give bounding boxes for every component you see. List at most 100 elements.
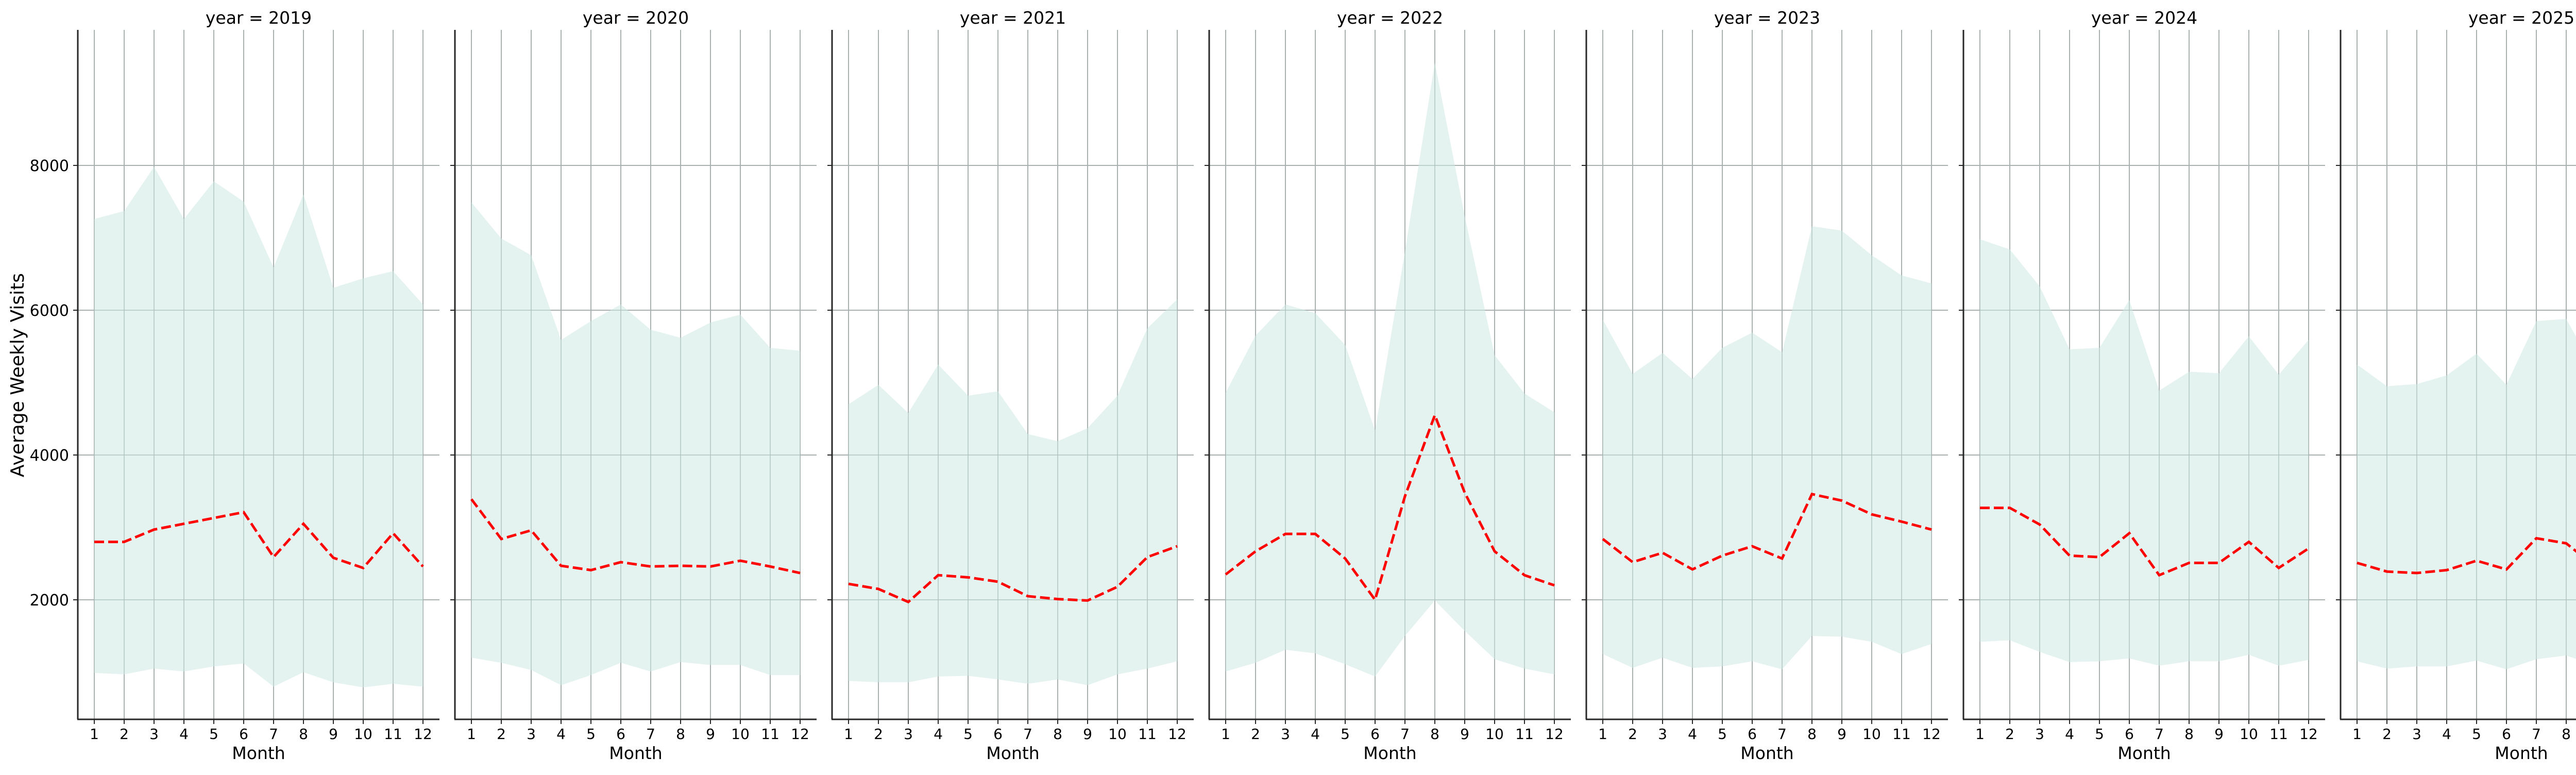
x-tick-label: 6 [616, 726, 625, 743]
x-tick-label: 11 [384, 726, 402, 743]
x-axis-label: Month [986, 743, 1039, 763]
x-tick-label: 7 [2155, 726, 2164, 743]
x-tick-label: 11 [1515, 726, 1534, 743]
x-tick-label: 12 [414, 726, 432, 743]
x-tick-label: 4 [2065, 726, 2074, 743]
x-tick-label: 10 [1485, 726, 1504, 743]
x-tick-label: 9 [329, 726, 338, 743]
x-tick-label: 3 [2412, 726, 2421, 743]
percentile-band [2357, 318, 2576, 669]
y-tick-label: 8000 [30, 157, 69, 175]
x-tick-label: 7 [1400, 726, 1410, 743]
x-tick-label: 7 [1023, 726, 1032, 743]
x-tick-label: 1 [90, 726, 99, 743]
x-tick-label: 2 [1628, 726, 1637, 743]
x-tick-label: 5 [963, 726, 973, 743]
x-tick-label: 6 [993, 726, 1003, 743]
x-tick-label: 11 [1138, 726, 1157, 743]
y-tick-label: 6000 [30, 302, 69, 320]
x-tick-label: 2 [120, 726, 129, 743]
x-tick-label: 6 [2502, 726, 2511, 743]
x-tick-label: 4 [1311, 726, 1320, 743]
x-axis-label: Month [1740, 743, 1793, 763]
x-tick-label: 7 [269, 726, 278, 743]
x-tick-label: 6 [2125, 726, 2134, 743]
x-tick-label: 1 [467, 726, 476, 743]
x-tick-label: 10 [2240, 726, 2258, 743]
x-tick-label: 3 [1281, 726, 1290, 743]
x-axis-label: Month [232, 743, 285, 763]
median-line [2357, 536, 2576, 575]
x-tick-label: 4 [556, 726, 566, 743]
x-tick-label: 2 [497, 726, 506, 743]
x-tick-label: 4 [179, 726, 189, 743]
panel-title: year = 2022 [1337, 8, 1443, 28]
x-tick-label: 2 [1251, 726, 1260, 743]
median-line [848, 545, 1178, 604]
x-tick-label: 5 [2095, 726, 2104, 743]
percentile-band [849, 299, 1177, 685]
x-tick-label: 7 [2532, 726, 2541, 743]
x-tick-label: 1 [1598, 726, 1607, 743]
x-tick-label: 4 [1688, 726, 1697, 743]
median-line [1602, 493, 1932, 571]
x-tick-label: 9 [2214, 726, 2224, 743]
percentile-band [1226, 62, 1554, 677]
x-tick-label: 2 [2382, 726, 2392, 743]
median-line [94, 511, 424, 570]
x-axis-label: Month [609, 743, 662, 763]
panel-title: year = 2024 [2091, 8, 2197, 28]
x-tick-label: 6 [1370, 726, 1380, 743]
x-tick-label: 3 [2035, 726, 2044, 743]
median-line [470, 498, 801, 575]
x-tick-label: 3 [527, 726, 536, 743]
x-tick-label: 3 [149, 726, 159, 743]
median-line [1980, 507, 2310, 577]
median-line [1225, 411, 1555, 603]
percentile-band [94, 166, 423, 688]
x-tick-label: 11 [1892, 726, 1911, 743]
x-tick-label: 1 [2352, 726, 2362, 743]
panel-title: year = 2020 [583, 8, 689, 28]
x-tick-label: 12 [1922, 726, 1941, 743]
x-tick-label: 5 [586, 726, 596, 743]
x-tick-label: 8 [1053, 726, 1062, 743]
x-tick-label: 11 [761, 726, 779, 743]
x-tick-label: 5 [209, 726, 218, 743]
x-tick-label: 6 [239, 726, 248, 743]
x-tick-label: 9 [1837, 726, 1846, 743]
x-tick-label: 4 [934, 726, 943, 743]
x-tick-label: 12 [1168, 726, 1187, 743]
x-tick-label: 2 [874, 726, 883, 743]
x-tick-label: 8 [299, 726, 308, 743]
x-tick-label: 7 [1777, 726, 1787, 743]
x-tick-label: 1 [1221, 726, 1230, 743]
percentile-band [1603, 226, 1931, 669]
x-tick-label: 8 [1430, 726, 1439, 743]
x-tick-label: 11 [2269, 726, 2288, 743]
x-tick-label: 3 [1658, 726, 1667, 743]
panel-title: year = 2021 [960, 8, 1066, 28]
x-tick-label: 1 [844, 726, 853, 743]
x-tick-label: 8 [676, 726, 685, 743]
x-tick-label: 9 [1083, 726, 1092, 743]
panel-title: year = 2023 [1714, 8, 1820, 28]
x-tick-label: 8 [1807, 726, 1817, 743]
x-tick-label: 12 [1545, 726, 1564, 743]
x-tick-label: 12 [2299, 726, 2318, 743]
panel-title: year = 2019 [206, 8, 312, 28]
x-tick-label: 5 [2472, 726, 2481, 743]
x-tick-label: 10 [731, 726, 750, 743]
percentile-band [471, 202, 800, 685]
x-tick-label: 9 [1460, 726, 1469, 743]
x-tick-label: 5 [1718, 726, 1727, 743]
percentile-band [1980, 239, 2309, 666]
y-axis-label: Average Weekly Visits [7, 273, 28, 477]
